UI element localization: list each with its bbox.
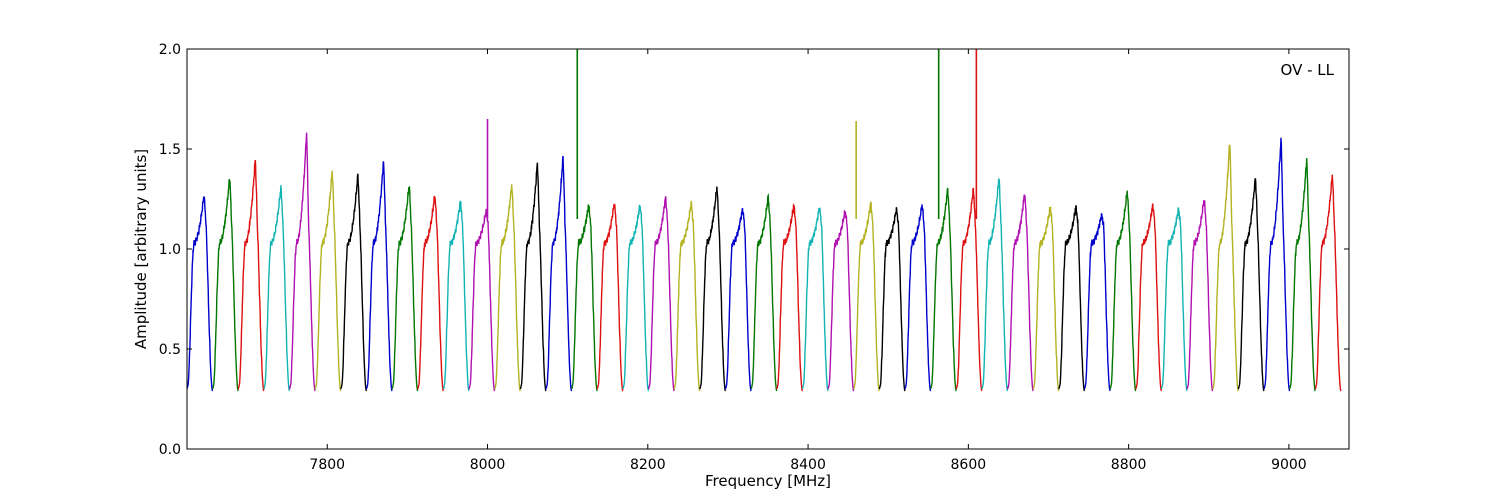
x-tick-label: 7800 xyxy=(309,457,345,473)
channel-series-line xyxy=(545,155,573,392)
channel-series-line xyxy=(417,195,445,392)
channel-series-line xyxy=(442,200,470,392)
y-tick-label: 1.5 xyxy=(159,142,181,158)
channel-series-line xyxy=(827,209,855,392)
channel-series-line xyxy=(1186,200,1214,392)
channel-series-line xyxy=(1314,174,1342,392)
channel-series-line xyxy=(1263,137,1291,392)
channel-series-line xyxy=(647,196,675,392)
channel-series-line xyxy=(955,187,983,392)
y-tick-label: 2.0 xyxy=(159,42,181,58)
y-tick-label: 0.5 xyxy=(159,342,181,358)
x-axis-label: Frequency [MHz] xyxy=(705,472,831,490)
channel-series-line xyxy=(571,203,598,392)
x-tick-label: 8600 xyxy=(951,457,987,473)
series-layer xyxy=(187,49,1342,392)
channel-series-line xyxy=(1083,213,1111,392)
channel-series-line xyxy=(314,170,342,392)
x-tick-label: 8400 xyxy=(790,457,826,473)
channel-series-line xyxy=(622,204,650,392)
channel-series-line xyxy=(187,196,214,392)
y-tick-label: 1.0 xyxy=(159,242,181,258)
channel-series-line xyxy=(724,207,752,392)
channel-series-line xyxy=(596,203,624,392)
channel-series-line xyxy=(673,200,701,392)
channel-series-line xyxy=(1109,190,1137,392)
x-tick-label: 8200 xyxy=(630,457,666,473)
channel-series-line xyxy=(494,184,522,392)
channel-series-line xyxy=(1160,207,1188,392)
channel-series-line xyxy=(1289,158,1316,392)
channel-series-line xyxy=(237,160,265,392)
channel-series-line xyxy=(853,201,881,392)
channel-series-line xyxy=(211,179,239,392)
y-axis-label: Amplitude [arbitrary units] xyxy=(132,149,150,349)
channel-series-line xyxy=(288,132,316,392)
channel-series-line xyxy=(1006,194,1034,392)
channel-series-line xyxy=(263,185,291,392)
channel-series-line xyxy=(519,162,547,392)
annotation-label: OV - LL xyxy=(1281,61,1335,79)
channel-series-line xyxy=(981,178,1009,392)
x-tick-label: 8000 xyxy=(470,457,506,473)
x-axis-ticks: 7800 8000 8200 8400 8600 8800 9000 xyxy=(309,49,1307,473)
channel-series-line xyxy=(365,161,393,392)
channel-series-line xyxy=(1032,205,1060,392)
x-tick-label: 9000 xyxy=(1271,457,1307,473)
channel-series-line xyxy=(801,207,829,392)
y-tick-label: 0.0 xyxy=(159,442,181,458)
channel-series-line xyxy=(930,187,957,392)
channel-series-line xyxy=(878,207,906,392)
channel-series-line xyxy=(340,173,368,392)
channel-series-line xyxy=(391,185,419,392)
x-tick-label: 8800 xyxy=(1111,457,1147,473)
channel-series-line xyxy=(776,202,804,392)
y-axis-ticks: 0.0 0.5 1.0 1.5 2.0 xyxy=(159,42,1349,458)
channel-series-line xyxy=(750,192,778,392)
channel-series-line xyxy=(468,208,496,392)
channel-series-line xyxy=(699,186,727,392)
channel-series-line xyxy=(1135,203,1163,392)
channel-series-line xyxy=(1212,144,1240,392)
channel-series-line xyxy=(1237,178,1265,392)
channel-series-line xyxy=(1058,205,1086,392)
channel-series-line xyxy=(904,204,932,392)
